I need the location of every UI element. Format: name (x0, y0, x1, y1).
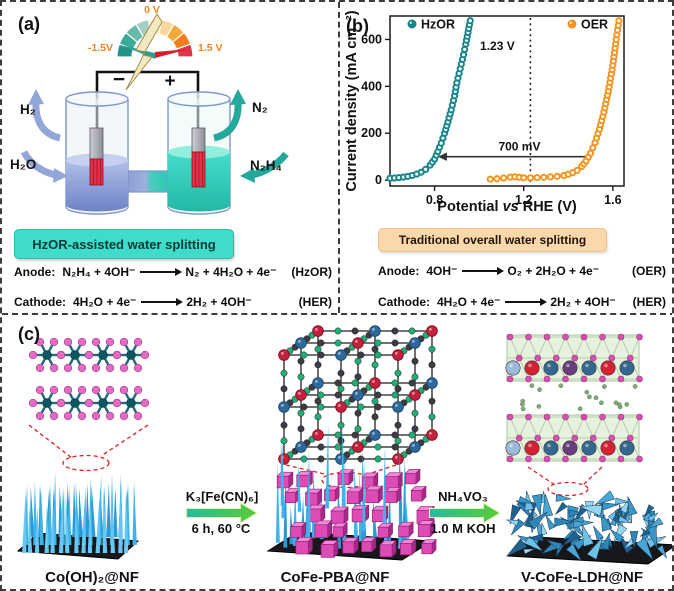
svg-text:0.8: 0.8 (426, 193, 443, 207)
reaction-arrow-icon (505, 298, 548, 306)
synthesis-scheme: K₃[Fe(CN)₆] 6 h, 60 °C NH₄VO₃ 1.0 M KOH … (16, 325, 672, 586)
reaction-arrow-icon (462, 267, 505, 275)
panel-b-tag: (b) (346, 16, 369, 36)
panel-divider-vertical (338, 2, 340, 313)
svg-text:700 mV: 700 mV (498, 140, 540, 154)
hzor-banner: HzOR-assisted water splitting (14, 229, 234, 259)
svg-text:OER: OER (581, 18, 608, 32)
step2-conditions: 1.0 M KOH (430, 521, 495, 536)
oer-anode-reaction: Anode: 4OH⁻ O₂ + 2H₂O + 4e⁻ (OER) (378, 264, 666, 278)
right-electrode (191, 127, 206, 188)
chart-annotation: 1.23 V (480, 18, 532, 185)
reaction-arrow-icon (140, 268, 183, 276)
gauge-needle-right (155, 49, 189, 58)
step2-arrow (429, 502, 501, 524)
cofe-pba-nanocube-array (266, 423, 437, 561)
cohydroxide-nanowire-array (16, 472, 140, 560)
gauge-zero-label: 0 V (144, 4, 160, 16)
chart-series-HzOR (386, 17, 474, 182)
svg-text:400: 400 (361, 79, 382, 93)
reaction-lhs: 4H₂O + 4e⁻ (73, 295, 137, 309)
panel-a-tag: (a) (18, 14, 40, 34)
svg-text:1.2: 1.2 (515, 193, 532, 207)
zoom-connector-left (28, 424, 149, 472)
h2-out-arrow (28, 89, 61, 142)
svg-text:200: 200 (361, 126, 382, 140)
hzor-anode-reaction: Anode: N₂H₄ + 4OH⁻ N₂ + 4H₂O + 4e⁻ (HzOR… (14, 265, 332, 279)
panel-divider-horizontal (2, 313, 672, 315)
reaction-rhs: 2H₂ + 4OH⁻ (550, 295, 616, 309)
step1-arrow (186, 502, 258, 524)
reaction-tag: (OER) (632, 264, 666, 278)
connecting-tube (125, 170, 171, 193)
reaction-site: Cathode: (14, 295, 66, 309)
chart-annotation: 700 mV (437, 140, 585, 161)
reaction-site: Anode: (14, 265, 56, 279)
svg-text:1.23 V: 1.23 V (480, 39, 515, 53)
hzor-cell-schematic: -1.5V 0 V 1.5 V − + (10, 4, 289, 215)
step1-reagent: K₃[Fe(CN)₆] (186, 489, 259, 504)
reaction-lhs: 4H₂O + 4e⁻ (437, 295, 501, 309)
h2o-label: H₂O (10, 157, 36, 172)
gauge-min-label: -1.5V (88, 42, 113, 54)
cobalt-hydroxide-structure (28, 337, 150, 421)
n2-out-arrow (213, 89, 246, 142)
zoom-connector-right (527, 466, 603, 497)
y-axis-label: Current density (mA cm⁻²) (344, 10, 360, 191)
lightning-bolt-icon (125, 13, 163, 91)
left-electrode (89, 127, 104, 186)
svg-text:0: 0 (375, 173, 382, 187)
stage1-label: Co(OH)₂@NF (45, 569, 139, 586)
reaction-site: Anode: (378, 264, 420, 278)
her-cathode-reaction: Cathode: 4H₂O + 4e⁻ 2H₂ + 4OH⁻ (HER) (378, 295, 666, 309)
reaction-lhs: N₂H₄ + 4OH⁻ (62, 265, 136, 279)
stage2-label: CoFe-PBA@NF (281, 569, 390, 586)
reaction-tag: (HzOR) (291, 265, 332, 279)
h2o-in-arrow (20, 150, 68, 183)
step1-conditions: 6 h, 60 °C (192, 521, 251, 536)
reaction-lhs: 4OH⁻ (426, 264, 458, 278)
chart-legend: HzOR OER (407, 18, 608, 32)
cathode-sign: − (113, 68, 125, 91)
gauge-max-label: 1.5 V (198, 42, 223, 54)
svg-text:HzOR: HzOR (421, 18, 455, 32)
prussian-blue-analog-structure (278, 325, 438, 465)
reaction-arrow-icon (141, 298, 184, 306)
x-axis-label: Potential vs RHE (V) (437, 199, 577, 215)
chart-series-OER (486, 17, 623, 183)
panel-c-tag: (c) (18, 324, 40, 344)
v-cofe-ldh-nanosheet-array (506, 490, 672, 565)
n2h4-in-arrow (240, 151, 289, 183)
anode-sign: + (164, 71, 175, 92)
reaction-site: Cathode: (378, 295, 430, 309)
reaction-rhs: 2H₂ + 4OH⁻ (186, 295, 252, 309)
reaction-rhs: O₂ + 2H₂O + 4e⁻ (507, 264, 600, 278)
reaction-tag: (HER) (632, 295, 666, 309)
svg-text:600: 600 (361, 32, 382, 46)
ows-banner: Traditional overall water splitting (378, 228, 607, 252)
svg-text:1.6: 1.6 (604, 193, 621, 207)
stage3-label: V-CoFe-LDH@NF (521, 569, 643, 586)
n2h4-label: N₂H₄ (250, 158, 282, 173)
n2-label: N₂ (252, 100, 268, 115)
reaction-tag: (HER) (298, 295, 332, 309)
v-cofe-ldh-structure (505, 333, 643, 463)
reaction-rhs: N₂ + 4H₂O + 4e⁻ (185, 265, 277, 279)
h2-label: H₂ (20, 102, 36, 117)
hzor-cathode-reaction: Cathode: 4H₂O + 4e⁻ 2H₂ + 4OH⁻ (HER) (14, 295, 332, 309)
step2-reagent: NH₄VO₃ (438, 489, 488, 504)
